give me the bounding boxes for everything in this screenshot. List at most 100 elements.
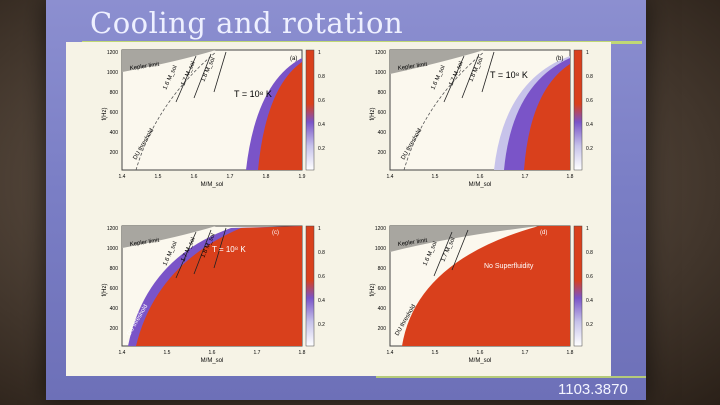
subplot-c: Kepler limit 1.6 M_sol 1.7 M_sol 1.8 M_s…	[102, 225, 325, 364]
iso-mass-curve-16	[175, 231, 197, 279]
svg-text:1.7: 1.7	[522, 174, 529, 180]
svg-text:1: 1	[586, 226, 589, 232]
iso-mass-curve-18	[213, 227, 227, 269]
svg-text:800: 800	[378, 90, 387, 96]
temperature-annotation: T = 10⁸ K	[234, 89, 272, 99]
panel-tag: (b)	[556, 56, 563, 62]
x-axis-ticks: 1.4 1.5 1.6 1.7 1.8 1.9	[119, 174, 306, 180]
y-axis-ticks: 1200 1000 800 600 400 200	[375, 226, 386, 332]
colorbar-ticks: 1 0.8 0.6 0.4 0.2	[318, 50, 325, 152]
du-threshold-curve	[403, 51, 485, 171]
superfluid-region	[258, 62, 302, 170]
colorbar-ticks: 1 0.8 0.6 0.4 0.2	[586, 226, 593, 328]
svg-text:1.4: 1.4	[387, 350, 394, 356]
svg-text:1.9: 1.9	[299, 174, 306, 180]
panel-tag: (d)	[540, 230, 547, 236]
kepler-region	[122, 50, 216, 72]
kepler-region	[122, 226, 216, 248]
kepler-region	[390, 226, 539, 252]
svg-text:800: 800	[378, 266, 387, 272]
svg-text:1.6: 1.6	[477, 350, 484, 356]
svg-text:0.4: 0.4	[586, 122, 593, 128]
svg-text:200: 200	[378, 326, 387, 332]
svg-text:0.2: 0.2	[586, 146, 593, 152]
svg-text:1200: 1200	[375, 226, 386, 232]
subplot-b: Kepler limit 1.6 M_sol 1.7 M_sol 1.8 M_s…	[370, 49, 593, 188]
svg-text:1200: 1200	[107, 226, 118, 232]
svg-text:0.8: 0.8	[586, 74, 593, 80]
svg-text:600: 600	[378, 110, 387, 116]
svg-text:400: 400	[378, 306, 387, 312]
svg-text:1200: 1200	[375, 50, 386, 56]
x-axis-label: M/M_sol	[201, 358, 224, 364]
colorbar	[305, 225, 315, 347]
temperature-annotation: T = 10⁸ K	[212, 245, 246, 254]
colorbar-ticks: 1 0.8 0.6 0.4 0.2	[586, 50, 593, 152]
curve-label: Kepler limit	[129, 62, 160, 72]
svg-text:1.5: 1.5	[432, 350, 439, 356]
panel-tag: (c)	[272, 230, 279, 236]
panel-tag: (a)	[290, 56, 297, 62]
svg-text:600: 600	[378, 286, 387, 292]
iso-mass-curve-16	[175, 55, 197, 103]
colorbar-ticks: 1 0.8 0.6 0.4 0.2	[318, 226, 325, 328]
svg-text:1: 1	[586, 50, 589, 56]
svg-text:1.5: 1.5	[164, 350, 171, 356]
y-axis-label: f(Hz)	[370, 108, 376, 121]
svg-text:400: 400	[110, 130, 119, 136]
x-axis-ticks: 1.4 1.5 1.6 1.7 1.8	[387, 174, 574, 180]
x-axis-ticks: 1.4 1.5 1.6 1.7 1.8	[387, 350, 574, 356]
svg-text:1.7: 1.7	[522, 350, 529, 356]
svg-text:1.8: 1.8	[263, 174, 270, 180]
superfluid-region	[136, 226, 302, 346]
x-axis-label: M/M_sol	[469, 358, 492, 364]
svg-text:200: 200	[378, 150, 387, 156]
curve-label: Kepler limit	[397, 62, 428, 72]
y-axis-label: f(Hz)	[370, 284, 376, 297]
svg-text:800: 800	[110, 90, 119, 96]
arxiv-reference: 1103.3870	[558, 381, 628, 398]
figure-svg: Kepler limit 1.6 M_sol 1.7 M_sol 1.8 M_s…	[102, 49, 593, 364]
svg-text:1.8: 1.8	[567, 174, 574, 180]
svg-text:0.6: 0.6	[318, 98, 325, 104]
curve-label: Kepler limit	[129, 238, 160, 248]
iso-mass-curve-17	[193, 229, 212, 275]
svg-text:1.4: 1.4	[119, 350, 126, 356]
svg-text:1.5: 1.5	[432, 174, 439, 180]
svg-text:1200: 1200	[107, 50, 118, 56]
svg-text:200: 200	[110, 326, 119, 332]
svg-text:0.2: 0.2	[586, 322, 593, 328]
svg-text:1000: 1000	[107, 70, 118, 76]
svg-text:1000: 1000	[375, 246, 386, 252]
svg-text:1.7: 1.7	[254, 350, 261, 356]
svg-text:1: 1	[318, 226, 321, 232]
svg-text:0.6: 0.6	[586, 274, 593, 280]
colorbar	[305, 49, 315, 171]
iso-mass-curve-16	[433, 231, 453, 277]
curve-label: Kepler limit	[397, 238, 428, 248]
svg-text:1: 1	[318, 50, 321, 56]
iso-mass-curve-18	[213, 51, 227, 93]
svg-text:800: 800	[110, 266, 119, 272]
iso-mass-curve-17	[451, 229, 469, 271]
svg-text:0.6: 0.6	[586, 98, 593, 104]
colorbar	[573, 49, 583, 171]
svg-text:1.5: 1.5	[155, 174, 162, 180]
y-axis-ticks: 1200 1000 800 600 400 200	[375, 50, 386, 156]
svg-text:0.4: 0.4	[318, 298, 325, 304]
colorbar	[573, 225, 583, 347]
iso-mass-curve-17	[461, 53, 480, 99]
svg-text:400: 400	[378, 130, 387, 136]
svg-text:600: 600	[110, 110, 119, 116]
svg-text:1.8: 1.8	[299, 350, 306, 356]
subplot-d: Kepler limit 1.6 M_sol 1.7 M_sol DU thre…	[370, 225, 593, 364]
svg-text:0.8: 0.8	[586, 250, 593, 256]
svg-text:1.7: 1.7	[227, 174, 234, 180]
y-axis-label: f(Hz)	[102, 284, 108, 297]
svg-text:600: 600	[110, 286, 119, 292]
svg-text:0.4: 0.4	[318, 122, 325, 128]
y-axis-ticks: 1200 1000 800 600 400 200	[107, 50, 118, 156]
footer-rule	[376, 376, 646, 378]
svg-text:0.2: 0.2	[318, 322, 325, 328]
